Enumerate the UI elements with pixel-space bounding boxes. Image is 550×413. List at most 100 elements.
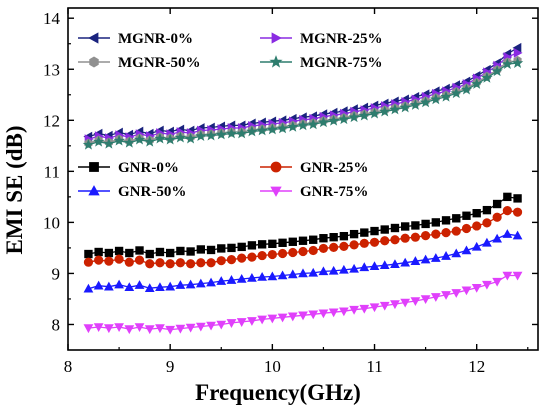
data-point <box>206 321 216 331</box>
y-tick-label: 9 <box>52 264 61 283</box>
data-point <box>390 300 400 310</box>
data-point <box>421 219 430 229</box>
data-point <box>410 256 421 265</box>
data-point <box>247 273 257 282</box>
data-point <box>492 277 503 287</box>
data-point <box>257 315 268 325</box>
data-point <box>379 105 391 117</box>
data-point <box>328 308 339 318</box>
data-point <box>430 253 441 262</box>
data-point <box>348 111 360 123</box>
data-point <box>225 127 238 139</box>
series-gnr-75- <box>83 271 523 335</box>
data-point <box>492 233 503 243</box>
data-point <box>471 241 482 251</box>
data-point <box>278 238 287 247</box>
data-point <box>481 71 493 83</box>
data-point <box>298 236 308 245</box>
data-point <box>84 249 93 259</box>
data-point <box>186 247 195 256</box>
data-point <box>472 209 481 218</box>
data-point <box>93 323 104 333</box>
data-point <box>450 87 462 99</box>
data-point <box>124 282 135 291</box>
data-point <box>266 123 279 135</box>
data-point <box>247 252 257 262</box>
data-point <box>165 259 175 269</box>
data-point <box>492 212 502 222</box>
data-point <box>451 248 462 258</box>
data-point <box>236 318 247 327</box>
data-point <box>256 124 268 136</box>
data-point <box>318 266 329 276</box>
y-tick-label: 11 <box>44 162 60 181</box>
data-point <box>298 246 308 257</box>
y-tick-label: 10 <box>43 213 60 232</box>
data-point <box>482 280 492 290</box>
data-point <box>94 255 104 265</box>
data-point <box>329 242 339 252</box>
data-point <box>411 221 420 230</box>
data-point <box>206 277 216 287</box>
legend-entry: MGNR-75% <box>260 55 383 71</box>
data-point <box>461 223 472 234</box>
data-point <box>155 282 165 291</box>
data-point <box>226 275 237 284</box>
data-point <box>124 257 134 267</box>
x-tick-label: 9 <box>166 357 175 376</box>
x-axis-ticks: 8 9 10 11 12 <box>64 8 529 376</box>
data-point <box>277 270 288 280</box>
data-point <box>287 120 299 132</box>
legend-label: GNR-75% <box>300 184 368 200</box>
data-point <box>206 245 216 255</box>
data-point <box>452 214 461 223</box>
series-layer <box>82 42 524 335</box>
data-point <box>114 279 124 289</box>
legend-entry: MGNR-0% <box>78 31 193 47</box>
series-line <box>88 196 518 255</box>
data-point <box>482 205 492 215</box>
data-point <box>217 244 226 253</box>
data-point <box>288 237 297 246</box>
data-point <box>195 322 206 332</box>
data-point <box>226 255 237 265</box>
data-point <box>491 65 503 77</box>
data-point <box>175 258 185 268</box>
data-point <box>318 309 329 319</box>
data-point <box>196 245 206 254</box>
data-point <box>451 226 461 236</box>
data-point <box>144 325 155 335</box>
data-point <box>113 134 125 146</box>
data-point <box>360 228 369 237</box>
data-point <box>501 58 514 69</box>
data-point <box>125 248 134 258</box>
data-point <box>165 248 175 258</box>
data-point <box>420 295 431 304</box>
data-point <box>287 312 298 322</box>
data-point <box>145 249 154 259</box>
y-axis-ticks: 8 9 10 11 12 13 14 <box>43 9 538 334</box>
data-point <box>380 236 390 246</box>
y-axis-title: EMI SE (dB) <box>2 125 27 254</box>
data-point <box>339 231 349 241</box>
data-point <box>461 286 472 296</box>
data-point <box>277 248 288 259</box>
data-point <box>359 304 370 314</box>
data-point <box>83 283 94 293</box>
data-point <box>471 78 483 89</box>
legend-label: GNR-25% <box>300 160 368 176</box>
data-point <box>359 238 369 248</box>
data-point <box>380 225 389 234</box>
data-point <box>410 297 421 307</box>
legend-marker <box>270 186 282 197</box>
data-point <box>441 227 451 238</box>
data-point <box>236 274 247 283</box>
data-point <box>410 232 420 242</box>
legend: MGNR-0% MGNR-25% MGNR-50% MGNR-75% GNR-0% GNR… <box>78 31 383 200</box>
data-point <box>267 249 277 260</box>
data-point <box>154 132 166 144</box>
series-gnr-25- <box>83 206 523 269</box>
data-point <box>308 267 319 277</box>
data-point <box>226 319 237 328</box>
data-point <box>135 246 144 255</box>
